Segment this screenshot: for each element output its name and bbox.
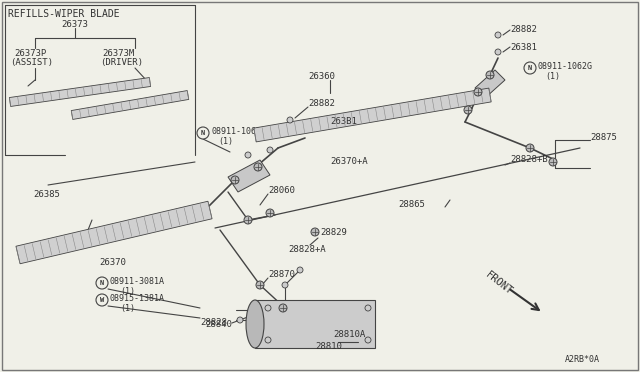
Text: 28870: 28870 — [268, 270, 295, 279]
Circle shape — [244, 216, 252, 224]
Circle shape — [266, 209, 274, 217]
Text: (1): (1) — [120, 304, 135, 313]
Text: 28828+A: 28828+A — [288, 245, 326, 254]
Text: 28865: 28865 — [398, 200, 425, 209]
Text: 08915-1381A: 08915-1381A — [110, 294, 165, 303]
Text: (1): (1) — [545, 72, 560, 81]
Text: 28875: 28875 — [590, 133, 617, 142]
Circle shape — [267, 147, 273, 153]
Text: W: W — [100, 297, 104, 303]
Text: 28882: 28882 — [308, 99, 335, 108]
Text: 28882: 28882 — [510, 25, 537, 34]
Text: 08911-3081A: 08911-3081A — [110, 277, 165, 286]
Text: 26385: 26385 — [33, 190, 60, 199]
Polygon shape — [16, 201, 212, 264]
Circle shape — [495, 32, 501, 38]
Text: 263B1: 263B1 — [330, 117, 357, 126]
Text: (1): (1) — [218, 137, 233, 146]
Polygon shape — [254, 88, 491, 142]
Circle shape — [297, 267, 303, 273]
Circle shape — [245, 152, 251, 158]
Circle shape — [464, 106, 472, 114]
Circle shape — [279, 304, 287, 312]
Circle shape — [486, 71, 494, 79]
Circle shape — [365, 305, 371, 311]
Circle shape — [282, 282, 288, 288]
Circle shape — [526, 144, 534, 152]
Text: N: N — [100, 280, 104, 286]
Bar — [255, 300, 375, 348]
Text: FRONT: FRONT — [484, 270, 515, 297]
Circle shape — [495, 49, 501, 55]
Circle shape — [231, 176, 239, 184]
Text: (ASSIST): (ASSIST) — [10, 58, 53, 67]
Ellipse shape — [246, 300, 264, 348]
Polygon shape — [475, 70, 505, 98]
Circle shape — [365, 337, 371, 343]
Circle shape — [237, 317, 243, 323]
Text: (1): (1) — [120, 287, 135, 296]
Circle shape — [474, 88, 482, 96]
Text: 28060: 28060 — [268, 186, 295, 195]
Circle shape — [96, 294, 108, 306]
Text: 26373P: 26373P — [14, 49, 46, 58]
Polygon shape — [228, 160, 270, 192]
Text: 26360: 26360 — [308, 72, 335, 81]
Text: REFILLS-WIPER BLADE: REFILLS-WIPER BLADE — [8, 9, 120, 19]
Polygon shape — [10, 77, 150, 106]
Text: 08911-1062G: 08911-1062G — [211, 127, 266, 136]
Circle shape — [256, 281, 264, 289]
Text: 28828: 28828 — [200, 318, 227, 327]
Text: 28810A: 28810A — [333, 330, 365, 339]
Circle shape — [96, 277, 108, 289]
Text: 26370+A: 26370+A — [330, 157, 367, 166]
Text: 26381: 26381 — [510, 43, 537, 52]
Text: 28829: 28829 — [320, 228, 347, 237]
Text: N: N — [201, 130, 205, 136]
Text: 26373M: 26373M — [102, 49, 134, 58]
Circle shape — [549, 158, 557, 166]
Circle shape — [265, 305, 271, 311]
Circle shape — [524, 62, 536, 74]
Text: 26370: 26370 — [100, 258, 127, 267]
Circle shape — [265, 337, 271, 343]
Text: 28840: 28840 — [205, 320, 232, 329]
Circle shape — [197, 127, 209, 139]
Text: 28828+B: 28828+B — [510, 155, 548, 164]
Text: 08911-1062G: 08911-1062G — [538, 62, 593, 71]
Polygon shape — [71, 90, 189, 119]
Text: (DRIVER): (DRIVER) — [100, 58, 143, 67]
Circle shape — [287, 117, 293, 123]
Text: 26373: 26373 — [61, 20, 88, 29]
Text: A2RB*0A: A2RB*0A — [565, 355, 600, 364]
Text: 28810: 28810 — [315, 342, 342, 351]
Text: N: N — [528, 65, 532, 71]
Circle shape — [311, 228, 319, 236]
Circle shape — [254, 163, 262, 171]
